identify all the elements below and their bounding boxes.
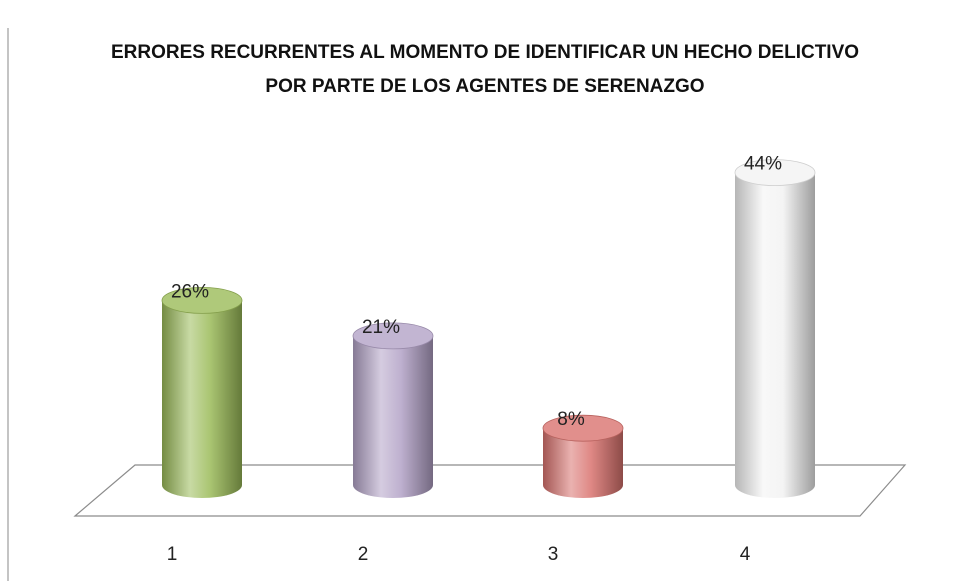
x-tick-label: 3 — [548, 544, 559, 565]
bar-top — [161, 286, 243, 314]
bar — [162, 300, 242, 485]
x-tick-label: 1 — [167, 544, 178, 565]
x-tick-label: 4 — [740, 544, 751, 565]
data-label: 44% — [744, 154, 782, 175]
data-label: 8% — [557, 409, 585, 430]
bar-top — [352, 322, 434, 350]
data-label: 26% — [171, 281, 209, 302]
bar-top — [734, 159, 816, 187]
x-tick-label: 2 — [358, 544, 369, 565]
bar — [353, 335, 433, 485]
chart-title: ERRORES RECURRENTES AL MOMENTO DE IDENTI… — [110, 42, 860, 97]
bar — [735, 172, 815, 485]
data-label: 21% — [362, 317, 400, 338]
bar-top — [542, 414, 624, 442]
floor — [73, 464, 907, 517]
